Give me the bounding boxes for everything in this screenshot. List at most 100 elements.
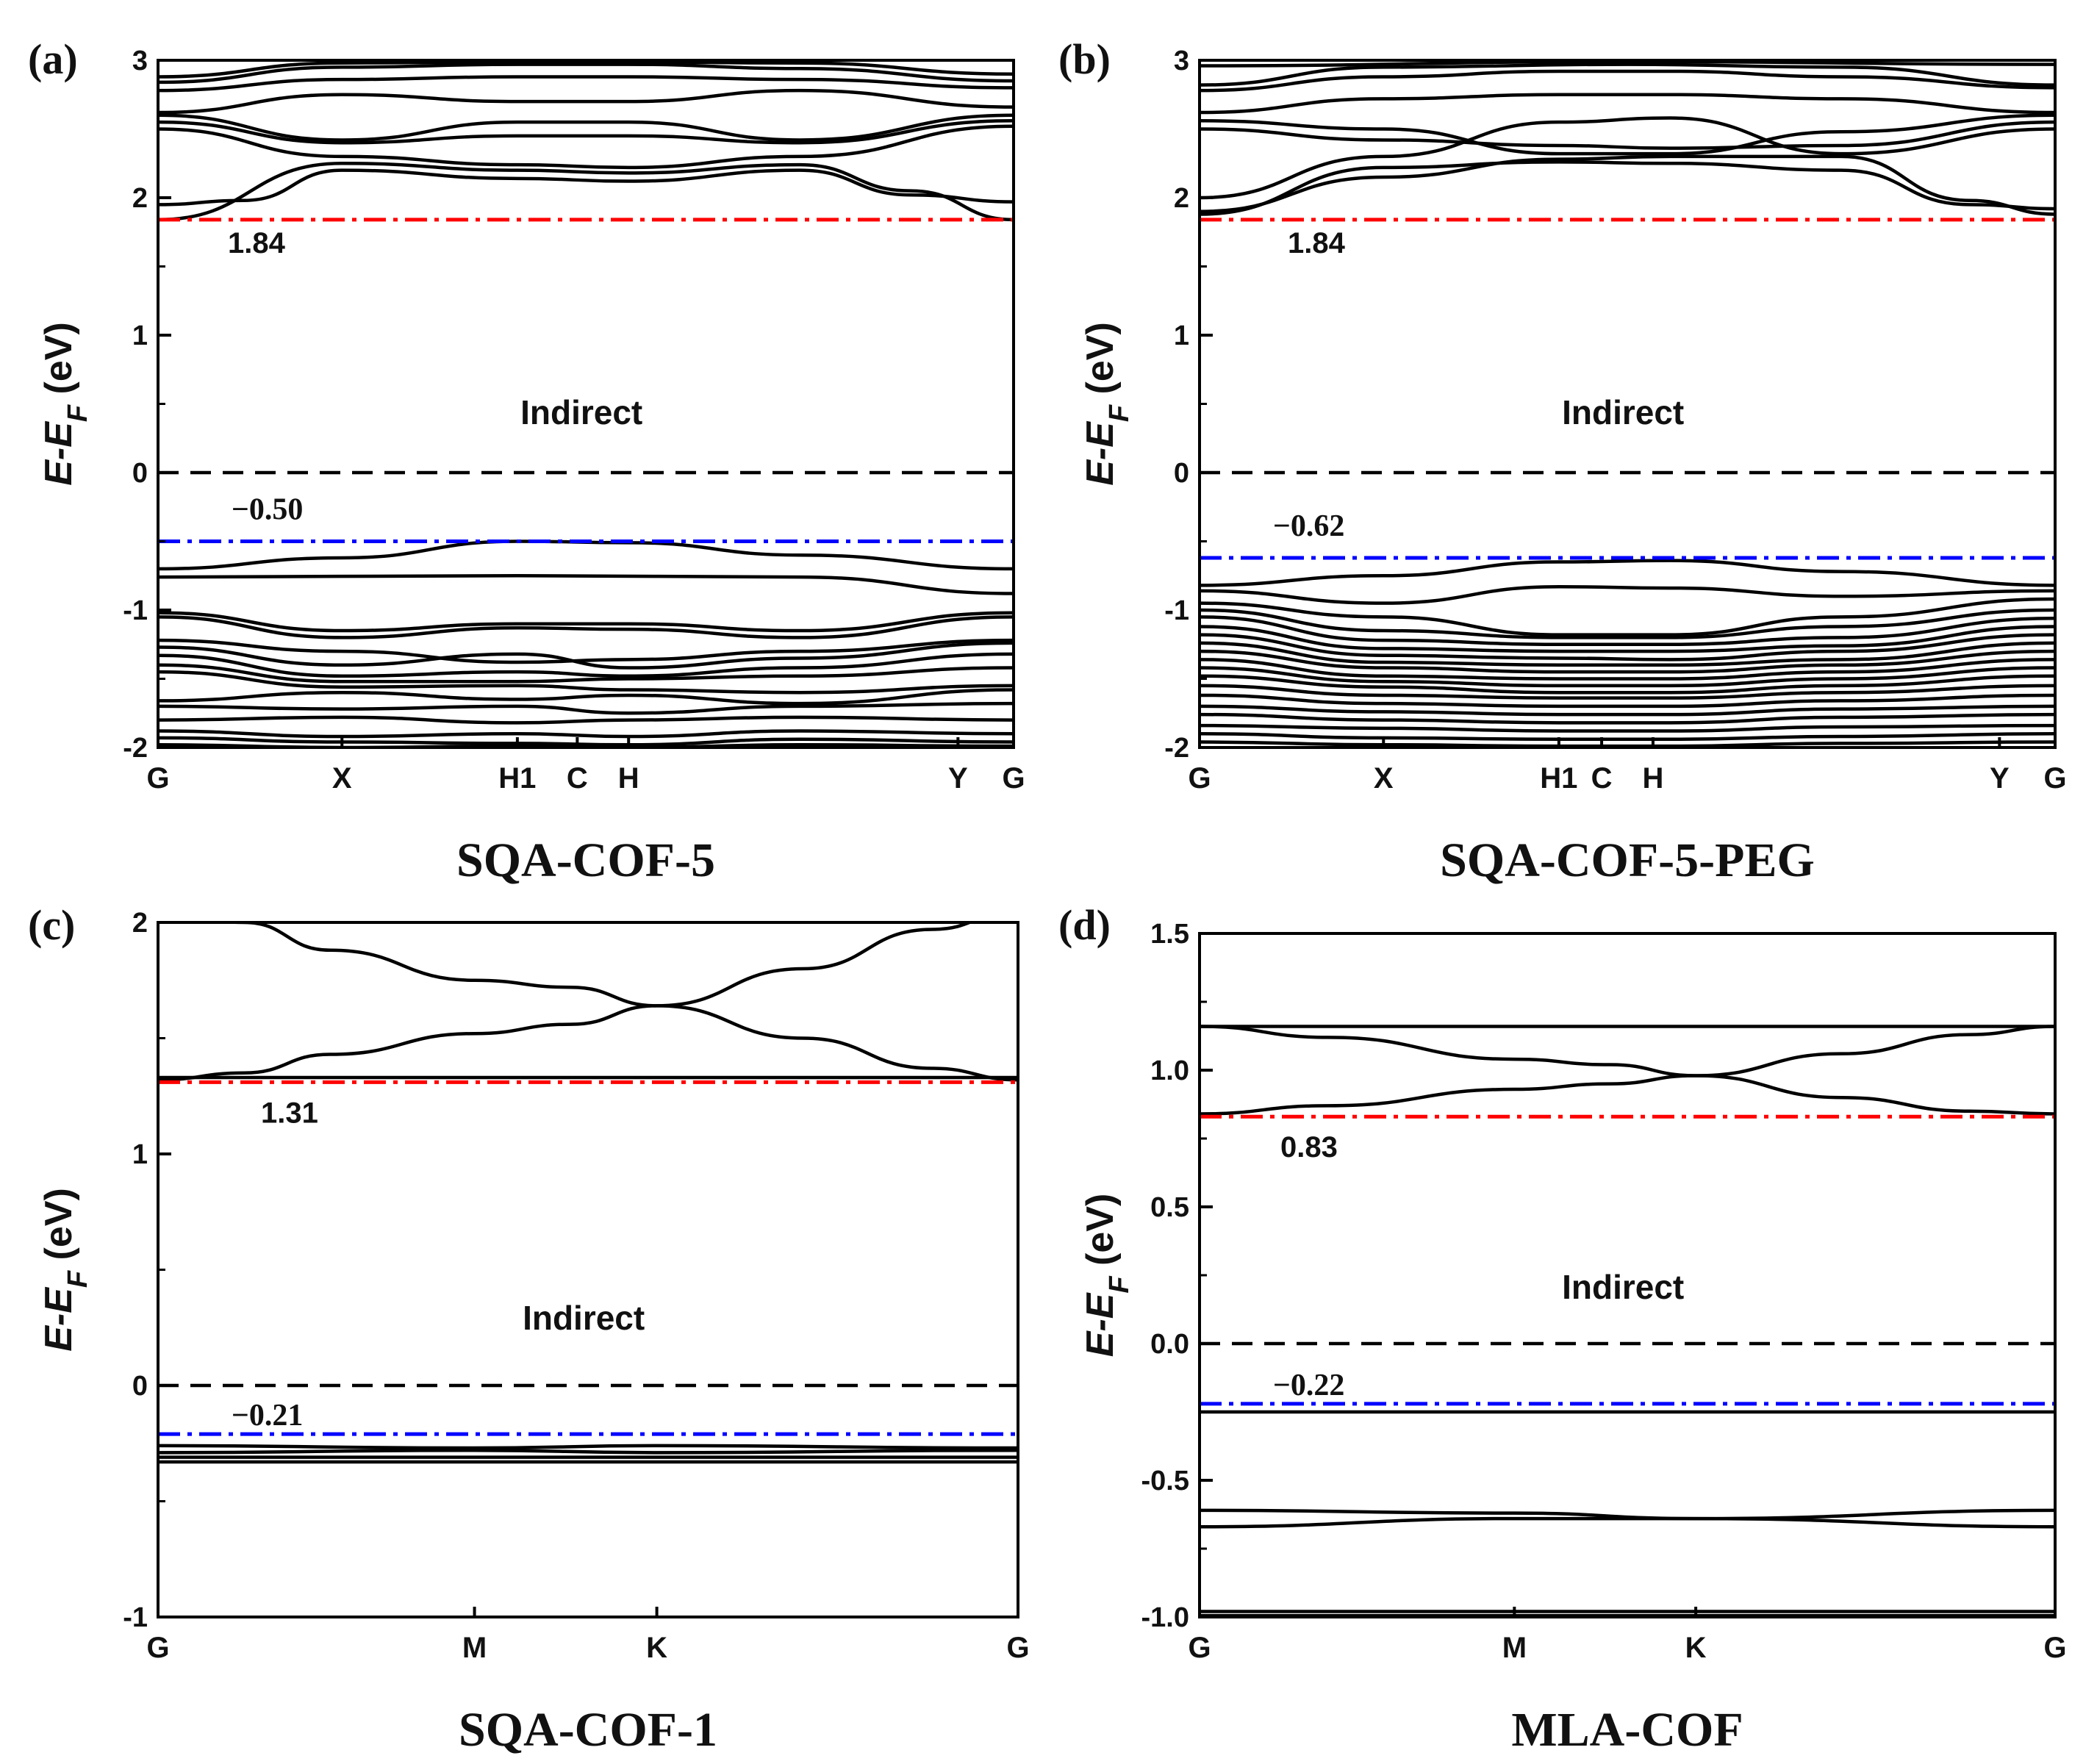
band-line-20: [158, 715, 1014, 725]
y-tick-label: -1: [1164, 595, 1189, 626]
band-line-21: [1200, 684, 2055, 700]
band-line-0: [158, 168, 1014, 207]
y-tick-label: 1: [132, 320, 148, 351]
band-line-22: [158, 736, 1014, 747]
band-line-1: [1200, 154, 2055, 216]
band-line-9: [158, 539, 1014, 571]
kpoint-label: H1: [1540, 762, 1577, 795]
gap-type-label: Indirect: [520, 393, 642, 431]
band-line-20: [1200, 674, 2055, 695]
y-axis-label: E-EF (eV): [37, 1188, 93, 1352]
band-line-15: [1200, 633, 2055, 662]
y-tick-label: 0: [132, 458, 148, 489]
band-line-19: [158, 701, 1014, 715]
band-lines: [1200, 1025, 2055, 1617]
cbm-value-label: 1.84: [1288, 227, 1346, 259]
plot-frame: [157, 921, 1019, 1618]
y-tick-label: 1: [1174, 320, 1189, 351]
kpoint-label: M: [1502, 1632, 1527, 1664]
y-tick-label: 3: [1174, 46, 1189, 76]
band-line-13: [158, 638, 1014, 664]
kpoint-label: G: [1188, 1632, 1211, 1664]
band-line-2: [158, 124, 1014, 170]
kpoint-label: H: [618, 762, 639, 795]
band-line-22: [1200, 693, 2055, 709]
panel-title: SQA-COF-5-PEG: [1440, 833, 1815, 887]
band-line-16: [158, 663, 1014, 684]
band-line-25: [1200, 723, 2055, 733]
band-line-15: [158, 652, 1014, 678]
y-axis-label: E-EF (eV): [1079, 1194, 1135, 1358]
kpoint-label: H: [1642, 762, 1663, 795]
panel-letter: (d): [1058, 901, 1111, 949]
band-line-4: [1200, 1508, 2055, 1521]
band-line-10: [158, 573, 1014, 595]
band-line-18: [1200, 658, 2055, 681]
band-line-6: [1200, 69, 2055, 93]
panel-letter: (a): [28, 35, 78, 83]
y-tick-label: -1.0: [1141, 1602, 1189, 1633]
y-tick-label: -1: [123, 1602, 148, 1633]
kpoint-label: H1: [498, 762, 536, 795]
panel-letter: (b): [1058, 35, 1111, 83]
vbm-value-label: −0.22: [1273, 1369, 1344, 1402]
band-line-17: [158, 670, 1014, 695]
panel-title: SQA-COF-1: [459, 1703, 717, 1757]
band-line-10: [1200, 584, 2055, 605]
kpoint-label: G: [2043, 762, 2066, 795]
kpoint-label: M: [462, 1632, 487, 1664]
band-line-1: [158, 922, 974, 1082]
band-line-3: [158, 1444, 1018, 1450]
kpoint-label: G: [146, 1632, 169, 1664]
band-line-3: [1200, 120, 2055, 150]
band-line-2: [219, 922, 1018, 1082]
y-axis-label: E-EF (eV): [37, 322, 93, 486]
band-line-16: [1200, 641, 2055, 667]
gap-type-label: Indirect: [523, 1299, 645, 1337]
band-line-19: [1200, 666, 2055, 688]
y-tick-label: -2: [123, 733, 148, 764]
kpoint-label: K: [1685, 1632, 1707, 1664]
band-line-12: [1200, 608, 2055, 639]
band-lines: [1200, 60, 2055, 747]
kpoint-label: G: [1006, 1632, 1029, 1664]
chart-panel-d: -1.0 -0.5 0.0 0.5 1.0 1.5 G M K G E-EF (eV) (d) MLA-…: [1058, 901, 2067, 1757]
band-line-26: [1200, 732, 2055, 742]
kpoint-label: K: [646, 1632, 667, 1664]
kpoint-label: X: [332, 762, 352, 795]
band-lines: [158, 922, 1018, 1464]
band-line-7: [1200, 62, 2055, 87]
panel-title: MLA-COF: [1511, 1703, 1743, 1757]
y-tick-label: -2: [1164, 733, 1189, 764]
y-tick-label: 0.0: [1150, 1329, 1189, 1360]
vbm-value-label: −0.21: [232, 1399, 303, 1433]
y-axis-label: E-EF (eV): [1079, 322, 1135, 486]
band-line-13: [1200, 615, 2055, 647]
chart-panel-a: -2 -1 0 1 2 3 G X H1 C H Y G E-EF (eV) (a) SQA-COF-5 Ind…: [28, 35, 1025, 887]
kpoint-label: G: [1002, 762, 1025, 795]
band-line-12: [158, 615, 1014, 639]
kpoint-label: X: [1374, 762, 1394, 795]
band-line-1: [158, 161, 1014, 222]
band-line-5: [158, 88, 1014, 115]
y-tick-label: 0: [132, 1371, 148, 1402]
vbm-value-label: −0.50: [232, 493, 303, 527]
band-line-23: [1200, 704, 2055, 717]
band-line-4: [1200, 113, 2055, 156]
cbm-value-label: 1.84: [228, 227, 286, 259]
kpoint-label: G: [2043, 1632, 2066, 1664]
band-line-9: [1200, 559, 2055, 587]
y-tick-label: 3: [132, 46, 148, 76]
band-line-7: [158, 62, 1014, 85]
y-tick-label: -1: [123, 595, 148, 626]
vbm-value-label: −0.62: [1273, 509, 1344, 543]
chart-panel-c: -1 0 1 2 G M K G E-EF (eV) (c) SQA-COF-1 Indirect 1.…: [28, 901, 1030, 1757]
kpoint-label: C: [567, 762, 588, 795]
band-line-14: [158, 641, 1014, 670]
band-lines: [158, 60, 1014, 747]
y-tick-label: 2: [132, 908, 148, 939]
cbm-value-label: 1.31: [261, 1097, 318, 1129]
band-line-4: [158, 1448, 1018, 1455]
